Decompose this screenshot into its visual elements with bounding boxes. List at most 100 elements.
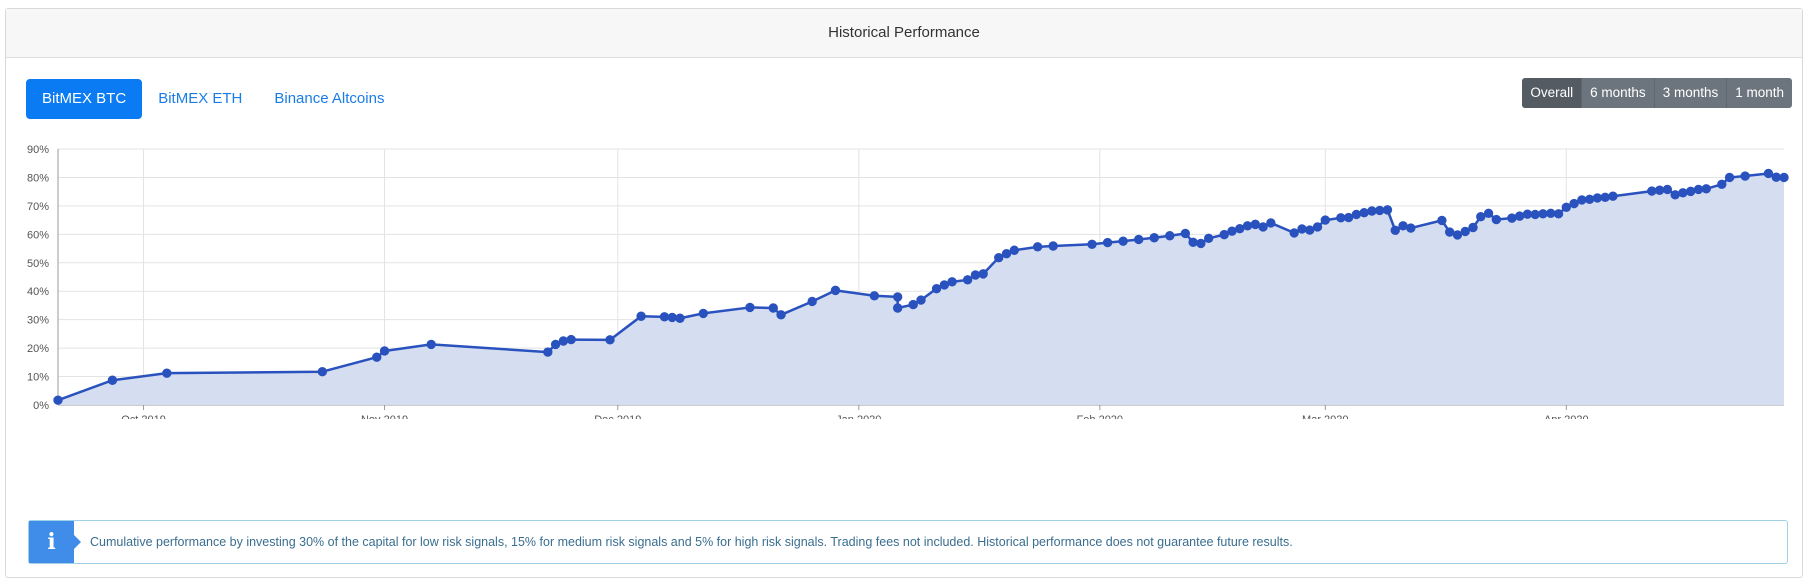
y-tick-label: 90% [27, 144, 49, 156]
data-point [1569, 198, 1579, 209]
y-tick-label: 40% [27, 286, 49, 298]
data-point [1227, 226, 1237, 236]
y-tick-label: 80% [27, 172, 49, 184]
data-point [162, 368, 172, 378]
data-point [931, 283, 942, 294]
data-point [1102, 237, 1113, 248]
data-point [1577, 195, 1587, 205]
data-point [1483, 208, 1494, 218]
data-point [892, 303, 903, 313]
performance-card: Historical Performance BitMEX BTC BitMEX… [5, 8, 1803, 578]
data-point [317, 367, 328, 377]
data-point [1297, 224, 1307, 234]
data-point [53, 395, 63, 405]
data-point [1087, 239, 1097, 249]
data-point [566, 334, 576, 345]
range-overall-button[interactable]: Overall [1522, 78, 1582, 108]
data-point [667, 312, 677, 323]
y-tick-label: 10% [27, 372, 49, 384]
data-point [1133, 234, 1144, 245]
data-point [1693, 184, 1704, 195]
data-point [1686, 186, 1696, 197]
data-point [698, 308, 709, 319]
data-point [1188, 237, 1198, 247]
data-point [768, 303, 778, 313]
x-tick-label: Mar 2020 [1302, 414, 1348, 419]
y-tick-label: 50% [27, 258, 49, 270]
data-point [1546, 208, 1556, 218]
data-point [605, 335, 615, 345]
data-point [1779, 172, 1789, 183]
data-point [807, 296, 817, 307]
series-area [58, 173, 1784, 405]
data-point [1763, 168, 1774, 179]
data-point [1149, 233, 1159, 243]
alert-text: Cumulative performance by investing 30% … [90, 535, 1293, 549]
card-title: Historical Performance [6, 9, 1802, 58]
data-point [962, 275, 973, 285]
data-point [1196, 238, 1206, 249]
data-point [1180, 228, 1191, 239]
data-point [1343, 212, 1354, 223]
data-point [994, 252, 1004, 263]
data-point [1312, 222, 1323, 232]
data-point [1654, 185, 1665, 195]
range-1-month-button[interactable]: 1 month [1726, 78, 1792, 108]
data-point [1219, 229, 1229, 240]
info-alert: i Cumulative performance by investing 30… [28, 520, 1788, 564]
data-point [1048, 241, 1058, 251]
tab-binance-altcoins[interactable]: Binance Altcoins [274, 90, 385, 107]
data-point [675, 313, 685, 323]
y-tick-label: 60% [27, 229, 49, 241]
data-point [1476, 211, 1486, 222]
data-point [379, 346, 390, 356]
tab-bitmex-eth[interactable]: BitMEX ETH [158, 90, 243, 107]
tab-bitmex-btc[interactable]: BitMEX BTC [26, 79, 143, 119]
data-point [1592, 193, 1603, 203]
data-point [978, 269, 988, 279]
data-point [1437, 215, 1447, 226]
data-point [1235, 223, 1245, 234]
data-point [1514, 211, 1525, 221]
data-point [1009, 245, 1019, 255]
data-point [1561, 202, 1572, 213]
data-point [947, 277, 957, 287]
data-point [1452, 230, 1463, 240]
data-point [543, 347, 553, 357]
y-tick-label: 70% [27, 201, 49, 213]
range-3-months-button[interactable]: 3 months [1653, 78, 1727, 108]
data-point [1724, 172, 1735, 183]
data-point [1507, 213, 1517, 223]
data-point [1258, 222, 1268, 232]
data-point [1538, 209, 1548, 219]
data-point [1375, 205, 1385, 216]
data-point [939, 280, 950, 290]
y-tick-label: 20% [27, 343, 49, 355]
data-point [1600, 192, 1610, 203]
range-6-months-button[interactable]: 6 months [1581, 78, 1654, 108]
data-point [636, 311, 646, 321]
data-point [1359, 208, 1369, 218]
data-point [1771, 172, 1781, 182]
info-icon: i [29, 521, 81, 563]
time-range-selector: Overall 6 months 3 months 1 month [1522, 78, 1792, 108]
data-point [908, 299, 918, 310]
data-point [830, 285, 841, 296]
data-point [1740, 171, 1750, 181]
data-point [1165, 231, 1175, 241]
data-point [1701, 184, 1711, 194]
data-point [1608, 191, 1618, 201]
data-point [776, 310, 786, 320]
data-point [550, 339, 561, 350]
x-tick-label: Apr 2020 [1544, 414, 1589, 419]
data-point [1553, 209, 1564, 219]
data-point [1468, 222, 1478, 233]
data-point [1266, 218, 1276, 228]
data-point [372, 352, 382, 362]
data-point [1717, 179, 1727, 189]
data-point [1382, 205, 1393, 215]
data-point [1001, 248, 1012, 259]
data-point [1491, 214, 1502, 225]
performance-chart: 0% 10% 20% 30% 40% 50% 60% 70% 80% 90% Oct 2019 Nov… [27, 144, 1789, 419]
data-point [869, 291, 880, 301]
